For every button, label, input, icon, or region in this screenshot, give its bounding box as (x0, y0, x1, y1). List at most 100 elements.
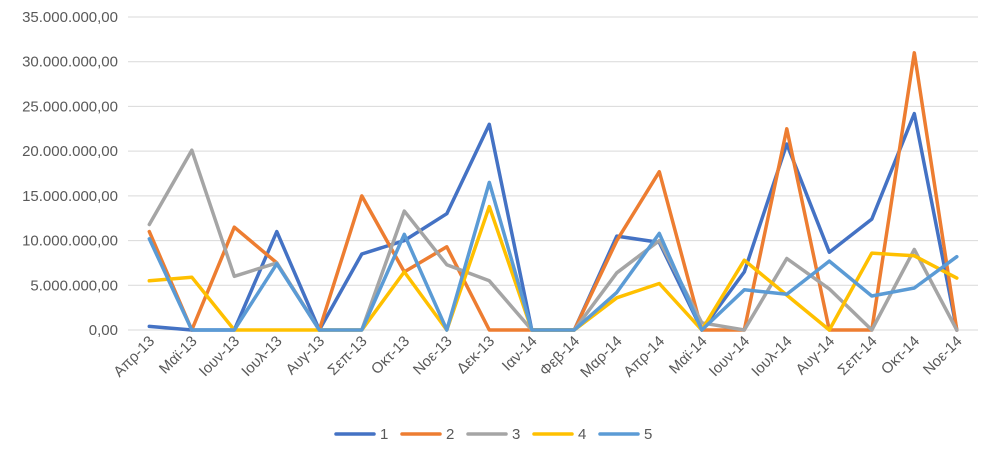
series-5-point (403, 233, 406, 236)
series-3-point (828, 287, 831, 291)
series-2-point (913, 51, 916, 54)
series-3-point (743, 328, 746, 332)
series-2-point (445, 245, 448, 249)
x-axis-tick-labels: Απρ-13Μαϊ-13Ιουν-13Ιουλ-13Αυγ-13Σεπ-13Οκ… (110, 333, 965, 381)
x-tick-label: Νοε-13 (410, 333, 456, 379)
series-4-point (828, 328, 831, 332)
series-3-point (403, 209, 406, 213)
series-2-line (147, 51, 959, 332)
series-3-point (488, 279, 491, 283)
x-tick-label: Ιαν-14 (499, 333, 541, 375)
x-tick-label: Οκτ-14 (878, 333, 923, 378)
series-5-point (870, 294, 873, 298)
x-tick-label: Μαρ-14 (577, 333, 625, 381)
legend-label-2: 2 (446, 426, 454, 443)
series-3-point (233, 275, 236, 278)
y-tick-label: 35.000.000,00 (22, 9, 118, 26)
series-5-point (360, 328, 363, 332)
x-tick-label: Απρ-13 (110, 333, 158, 381)
series-3-point (955, 328, 958, 332)
x-tick-label: Απρ-14 (620, 333, 668, 381)
series-1-point (488, 123, 491, 126)
series-5-point (658, 232, 661, 235)
y-tick-label: 20.000.000,00 (22, 143, 118, 160)
series-5-point (743, 288, 746, 291)
series-2-point (658, 170, 661, 173)
series-5-point (148, 237, 151, 240)
series-4-point (955, 276, 958, 280)
series-5-point (913, 286, 916, 290)
x-tick-label: Σεπ-13 (325, 333, 371, 379)
series-2-point (488, 328, 491, 332)
series-1-point (360, 252, 363, 256)
series-5-point (488, 181, 491, 184)
legend-label-5: 5 (644, 426, 652, 443)
series-5-point (785, 293, 788, 296)
x-tick-label: Οκτ-13 (368, 333, 413, 378)
series-3-point (658, 239, 661, 242)
x-tick-label: Ιουλ-13 (238, 333, 285, 380)
series-5-point (955, 255, 958, 258)
series-5-point (573, 328, 576, 332)
series-2-point (615, 239, 618, 242)
series-2-point (360, 194, 363, 198)
x-tick-label: Δεκ-13 (454, 333, 498, 377)
x-tick-label: Αυγ-13 (283, 333, 329, 379)
series-1-point (828, 250, 831, 254)
x-tick-label: Φεβ-14 (536, 333, 583, 380)
series-4-point (488, 205, 491, 208)
x-tick-label: Αυγ-14 (793, 333, 839, 379)
y-tick-label: 25.000.000,00 (22, 98, 118, 115)
series-2-point (148, 230, 151, 233)
series-1-point (148, 325, 151, 328)
series-3-point (870, 328, 873, 332)
legend: 1 2 3 4 5 (334, 426, 652, 443)
series-3-point (700, 321, 703, 325)
x-tick-label: Μαϊ-14 (666, 333, 711, 378)
series-4-point (275, 328, 278, 332)
series-4-point (658, 282, 661, 285)
series-1-point (785, 142, 788, 146)
series-1-point (445, 212, 448, 215)
series-4-point (743, 259, 746, 262)
series-4-point (913, 254, 916, 257)
series-3-point (785, 257, 788, 260)
series-4-point (615, 296, 618, 300)
series-5-point (275, 262, 278, 266)
series-3-point (190, 149, 193, 152)
x-tick-label: Νοε-14 (920, 333, 966, 379)
series-4-point (148, 279, 151, 283)
series-5-point (700, 328, 703, 332)
series-4-point (190, 276, 193, 279)
series-3-point (615, 271, 618, 274)
x-tick-label: Μαϊ-13 (156, 333, 201, 378)
series-1-point (870, 217, 873, 221)
y-tick-label: 0,00 (89, 322, 118, 339)
series-5-point (530, 328, 533, 332)
series-3-point (148, 223, 151, 226)
x-tick-label: Ιουν-13 (196, 333, 243, 380)
series-1-point (913, 112, 916, 115)
y-tick-label: 5.000.000,00 (30, 277, 118, 294)
series-3-point (445, 263, 448, 266)
x-tick-label: Σεπ-14 (835, 333, 881, 379)
series-5-point (233, 328, 236, 332)
legend-label-1: 1 (380, 426, 388, 443)
legend-label-3: 3 (512, 426, 520, 443)
series-5-line (147, 180, 959, 332)
y-tick-label: 10.000.000,00 (22, 233, 118, 250)
series-1-point (275, 230, 278, 233)
y-tick-label: 15.000.000,00 (22, 188, 118, 205)
series-5-point (190, 328, 193, 332)
gridlines (128, 16, 978, 331)
series-1-point (743, 270, 746, 274)
series-5-point (828, 259, 831, 263)
series-5-point (615, 291, 618, 294)
x-tick-label: Ιουν-14 (706, 333, 753, 380)
y-axis-tick-labels: 0,00 5.000.000,00 10.000.000,00 15.000.000,… (22, 9, 118, 339)
legend-label-4: 4 (578, 426, 586, 443)
series-2-point (785, 127, 788, 130)
series-4-point (403, 270, 406, 274)
series-lines (147, 51, 959, 332)
